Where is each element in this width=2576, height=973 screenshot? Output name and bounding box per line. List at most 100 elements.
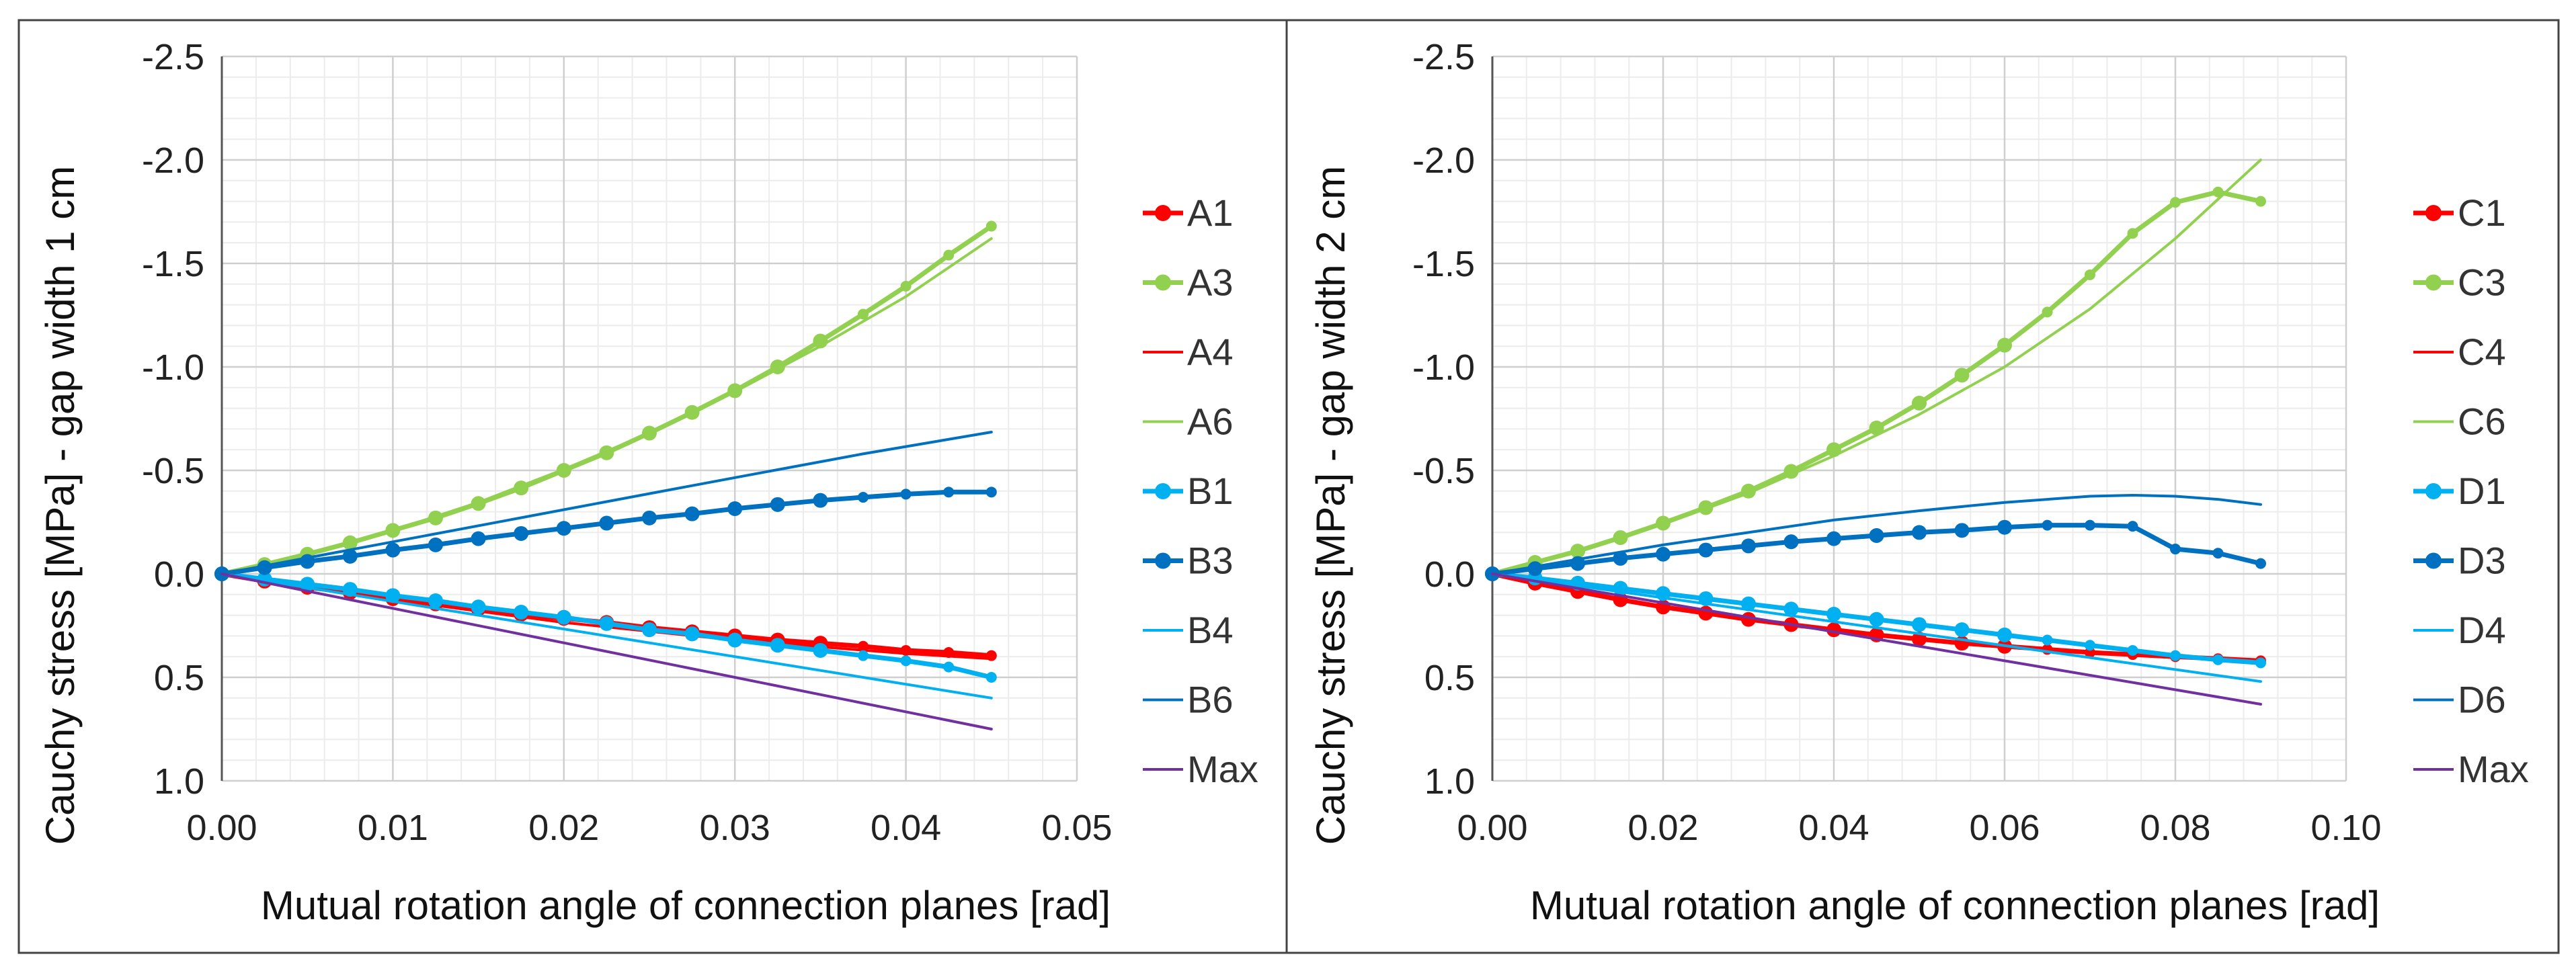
data-point-b3 [642,510,657,525]
legend-label: C1 [2458,192,2506,234]
legend-entry-a3: A3 [1143,261,1234,304]
data-point-c3 [1997,337,2012,353]
data-point-b3 [985,487,997,498]
y-tick-label: -0.5 [1412,451,1475,491]
legend-marker [2425,552,2442,569]
data-point-b3 [858,492,869,503]
data-point-a3 [858,308,869,320]
y-tick-label: -0.5 [142,451,204,491]
y-tick-label: 0.5 [154,658,204,698]
legend-marker [2425,205,2442,221]
legend-label: B6 [1187,679,1234,721]
data-point-c3 [2127,228,2138,239]
legend-label: D6 [2458,679,2506,721]
series-line-max [220,573,993,730]
legend-label: Max [1187,748,1258,790]
data-point-d1 [1741,596,1756,611]
legend-entry-d6: D6 [2413,679,2506,721]
x-tick-label: 0.00 [186,808,257,848]
series-line-max [1491,573,2262,706]
x-tick-label: 0.04 [871,808,941,848]
data-point-b3 [900,489,912,500]
data-point-b3 [943,487,955,498]
data-point-b3 [471,531,486,546]
data-point-d3 [1869,528,1884,544]
data-point-b3 [385,542,401,558]
data-point-d3 [1741,538,1756,554]
legend-label: Max [2458,748,2529,790]
data-point-c3 [2255,196,2266,207]
legend-label: D3 [2458,540,2506,582]
y-tick-label: -2.0 [1412,140,1475,181]
legend-label: B1 [1187,470,1234,512]
y-tick-label: -1.0 [142,347,204,388]
legend-label: A6 [1187,400,1234,443]
data-point-b3 [727,501,743,516]
data-point-d3 [1698,542,1714,558]
x-tick-label: 0.02 [1627,808,1698,848]
data-point-b1 [900,655,912,667]
series-d4 [1491,573,2262,683]
data-point-b3 [813,493,828,508]
data-point-d1 [1954,622,1970,638]
legend-entry-b6: B6 [1143,679,1234,721]
x-tick-label: 0.04 [1798,808,1869,848]
data-point-a3 [943,249,955,261]
legend-label: C4 [2458,331,2506,373]
x-tick-label: 0.05 [1041,808,1112,848]
legend-label: A4 [1187,331,1234,373]
data-point-d1 [1912,617,1927,632]
data-point-d3 [2042,519,2053,531]
legend-entry-c3: C3 [2413,261,2506,304]
data-point-d3 [1997,519,2012,535]
series-max [1491,573,2262,706]
data-point-d3 [2170,544,2181,555]
y-axis-label: Cauchy stress [MPa] - gap width 1 cm [38,166,83,845]
series-line-c6 [1491,159,2262,575]
y-tick-label: 1.0 [154,761,204,802]
y-tick-label: -1.5 [142,244,204,284]
y-axis-label: Cauchy stress [MPa] - gap width 2 cm [1308,166,1353,845]
series-line-b6 [220,431,993,575]
data-point-d1 [1783,601,1799,617]
legend-label: C3 [2458,261,2506,304]
data-point-b3 [599,515,614,531]
series-b4 [220,573,993,700]
legend-label: A1 [1187,192,1234,234]
data-point-c3 [1869,420,1884,435]
legend-label: D1 [2458,470,2506,512]
data-point-a3 [900,280,912,292]
data-point-b1 [770,638,785,653]
data-point-b1 [985,672,997,683]
data-point-d3 [2255,558,2266,569]
data-point-d1 [2170,650,2181,661]
data-point-d3 [2085,519,2095,531]
data-point-b3 [770,497,785,512]
data-point-d1 [1869,611,1884,627]
y-tick-label: -2.5 [1412,37,1475,77]
data-point-b1 [727,632,743,648]
data-point-c3 [2085,269,2095,280]
data-point-b3 [342,548,358,564]
series-max [220,573,993,730]
data-point-d1 [1826,607,1841,622]
data-point-b3 [684,506,700,521]
data-point-d1 [2085,640,2095,651]
legend-label: D4 [2458,609,2506,651]
data-point-d3 [1912,525,1927,540]
data-point-b1 [684,626,700,642]
legend-entry-max: Max [1143,748,1258,790]
y-tick-label: 0.5 [1424,658,1475,698]
y-tick-label: 1.0 [1424,761,1475,802]
legend-label: B3 [1187,540,1234,582]
data-point-b1 [471,599,486,615]
legend-entry-d4: D4 [2413,609,2506,651]
x-axis-label: Mutual rotation angle of connection plan… [1530,883,2380,928]
data-point-c3 [2170,197,2181,208]
legend-entry-c4: C4 [2413,331,2506,373]
legend-label: B4 [1187,609,1234,651]
data-point-d1 [2255,657,2266,669]
legend-entry-a6: A6 [1143,400,1234,443]
